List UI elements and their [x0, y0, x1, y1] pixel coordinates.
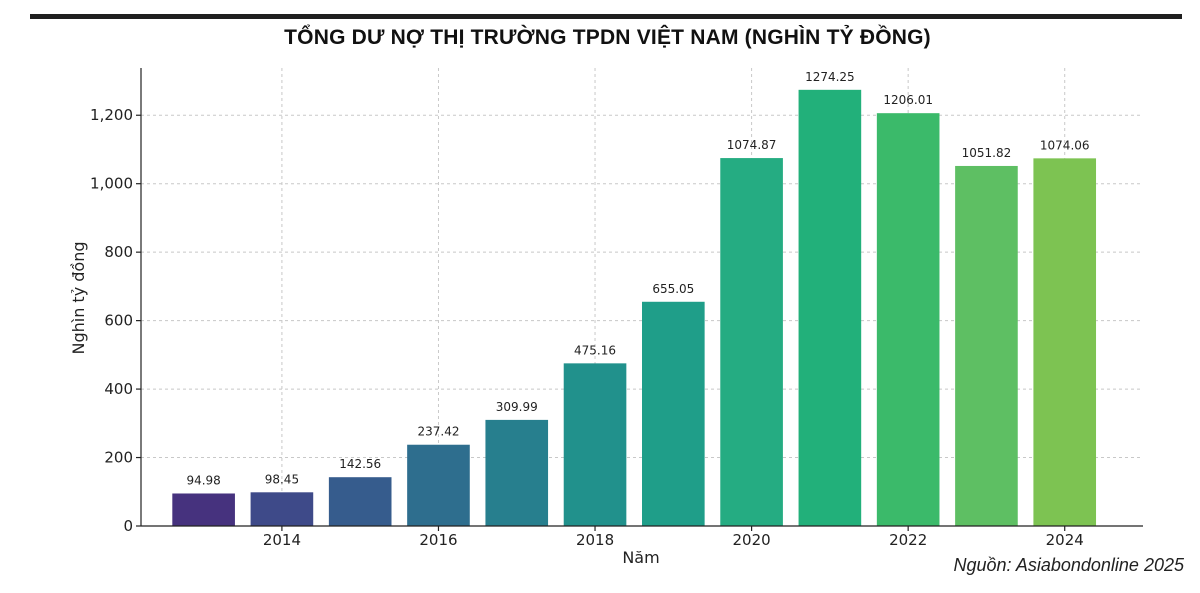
bar	[250, 492, 314, 526]
bar-value-label: 1274.25	[805, 70, 855, 84]
bar	[328, 477, 392, 526]
bar-value-label: 1206.01	[883, 93, 933, 107]
bars	[172, 89, 1097, 527]
y-tick-label: 400	[104, 380, 133, 398]
y-tick-label: 600	[104, 312, 133, 330]
bar-value-label: 237.42	[417, 425, 459, 439]
bar-value-label: 475.16	[574, 343, 616, 357]
bar	[955, 165, 1018, 527]
y-axis-label: Nghìn tỷ đồng	[69, 241, 88, 354]
bar-value-label: 655.05	[652, 282, 694, 296]
x-tick-label: 2018	[576, 531, 614, 549]
bar-value-label: 309.99	[496, 400, 538, 414]
bar-value-label: 1074.87	[727, 138, 777, 152]
y-tick-label: 200	[104, 449, 133, 467]
bar	[642, 301, 705, 526]
x-tick-label: 2024	[1046, 531, 1084, 549]
bar	[876, 113, 940, 527]
axes: 0 200 400 600 800 1,000 1,200 2014 2016 2018 2020 2…	[90, 68, 1143, 549]
bar	[1033, 158, 1097, 526]
y-tick-label: 0	[123, 517, 133, 535]
bar-value-label: 1051.82	[962, 146, 1012, 160]
chart-title: TỔNG DƯ NỢ THỊ TRƯỜNG TPDN VIỆT NAM (NGH…	[284, 26, 931, 49]
bar	[563, 363, 627, 526]
bar	[485, 419, 549, 526]
x-tick-label: 2020	[733, 531, 771, 549]
x-tick-label: 2014	[263, 531, 301, 549]
top-rule	[30, 14, 1182, 19]
bar	[720, 158, 783, 526]
bar-value-label: 1074.06	[1040, 138, 1090, 152]
value-labels: 94.98 98.45 142.56 237.42 309.99 475.16 655.05…	[186, 70, 1089, 488]
bar-value-label: 142.56	[339, 457, 381, 471]
y-tick-label: 800	[104, 243, 133, 261]
bar-value-label: 94.98	[186, 473, 220, 487]
source-note: Nguồn: Asiabondonline 2025	[953, 555, 1184, 575]
x-tick-label: 2016	[419, 531, 457, 549]
bar	[798, 89, 862, 526]
bar	[172, 493, 235, 526]
bar	[407, 444, 470, 526]
x-axis-label: Năm	[622, 548, 659, 567]
y-tick-label: 1,000	[90, 175, 133, 193]
bar-value-label: 98.45	[265, 472, 299, 486]
y-tick-label: 1,200	[90, 106, 133, 124]
x-tick-label: 2022	[889, 531, 927, 549]
